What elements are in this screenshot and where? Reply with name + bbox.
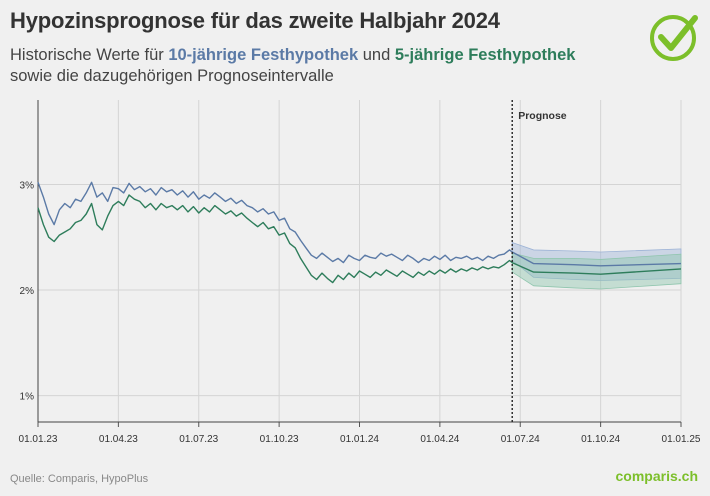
- y-tick-label: 3%: [20, 180, 35, 191]
- x-tick-label: 01.07.23: [179, 434, 218, 445]
- x-tick-label: 01.01.25: [662, 434, 701, 445]
- checkmark-icon: [650, 15, 698, 61]
- y-tick-label: 2%: [20, 286, 35, 297]
- chart-subtitle: Historische Werte für 10-jährige Festhyp…: [10, 45, 610, 87]
- forecast-band-5y: [511, 252, 682, 290]
- subtitle-text-3: sowie die dazugehörigen Prognoseinterval…: [10, 67, 334, 85]
- brand-logo: comparis.ch: [615, 468, 698, 484]
- x-tick-label: 01.01.24: [340, 434, 379, 445]
- forecast-label: Prognose: [518, 110, 567, 122]
- subtitle-text-2: und: [358, 46, 395, 64]
- subtitle-10y-label: 10-jährige Festhypothek: [168, 46, 359, 64]
- x-tick-label: 01.01.23: [19, 434, 58, 445]
- chart-title: Hypozinsprognose für das zweite Halbjahr…: [10, 8, 500, 33]
- x-tick-label: 01.07.24: [501, 434, 540, 445]
- x-tick-label: 01.10.24: [581, 434, 620, 445]
- source-note: Quelle: Comparis, HypoPlus: [10, 473, 149, 485]
- x-tick-label: 01.10.23: [260, 434, 299, 445]
- x-tick-label: 01.04.23: [99, 434, 138, 445]
- y-tick-label: 1%: [20, 392, 35, 403]
- series-line-5y: [37, 194, 682, 284]
- subtitle-5y-label: 5-jährige Festhypothek: [394, 46, 576, 64]
- subtitle-text-1: Historische Werte für: [10, 46, 169, 64]
- series-line-10y: [37, 181, 682, 267]
- x-tick-label: 01.04.24: [420, 434, 459, 445]
